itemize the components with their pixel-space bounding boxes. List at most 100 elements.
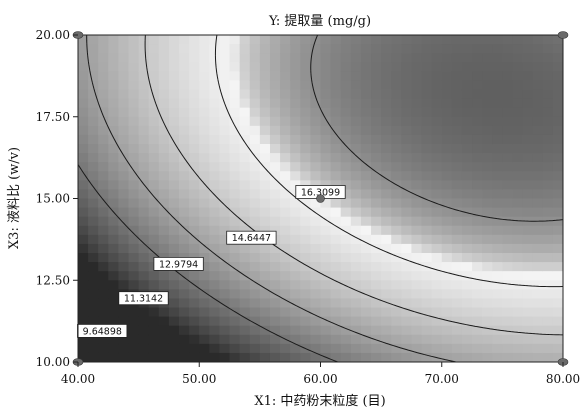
- heatmap-cell: [421, 334, 433, 345]
- heatmap-cell: [431, 35, 443, 45]
- heatmap-cell: [300, 116, 311, 127]
- heatmap-cell: [542, 53, 554, 63]
- heatmap-cell: [522, 243, 534, 254]
- heatmap-cell: [411, 216, 423, 227]
- heatmap-cell: [179, 307, 190, 318]
- heatmap-cell: [441, 207, 453, 218]
- heatmap-cell: [88, 171, 99, 181]
- heatmap-cell: [118, 125, 130, 136]
- heatmap-cell: [239, 62, 251, 72]
- heatmap-cell: [189, 134, 200, 145]
- heatmap-cell: [280, 71, 291, 82]
- heatmap-cell: [391, 80, 402, 91]
- y-tick-label: 17.50: [36, 110, 70, 124]
- heatmap-cell: [340, 271, 352, 281]
- heatmap-cell: [310, 125, 322, 136]
- heatmap-cell: [431, 80, 443, 91]
- heatmap-cell: [461, 153, 473, 163]
- heatmap-cell: [472, 144, 483, 154]
- heatmap-cell: [461, 271, 473, 281]
- heatmap-cell: [482, 180, 493, 191]
- heatmap-cell: [249, 325, 261, 336]
- heatmap-cell: [421, 280, 433, 290]
- heatmap-cell: [371, 216, 382, 227]
- heatmap-cell: [179, 280, 190, 290]
- heatmap-cell: [239, 243, 251, 254]
- heatmap-cell: [158, 53, 170, 63]
- heatmap-cell: [219, 253, 231, 263]
- heatmap-cell: [401, 198, 413, 209]
- heatmap-cell: [381, 298, 392, 309]
- heatmap-cell: [431, 134, 443, 145]
- heatmap-cell: [128, 144, 140, 154]
- heatmap-cell: [310, 253, 322, 263]
- heatmap-cell: [209, 289, 221, 300]
- heatmap-cell: [542, 98, 554, 109]
- heatmap-cell: [320, 162, 332, 172]
- heatmap-cell: [189, 316, 200, 327]
- y-tick-label: 20.00: [36, 28, 70, 42]
- heatmap-cell: [158, 44, 170, 54]
- heatmap-cell: [290, 116, 301, 127]
- heatmap-cell: [179, 107, 190, 118]
- heatmap-cell: [502, 62, 514, 72]
- heatmap-cell: [168, 343, 180, 354]
- heatmap-cell: [239, 253, 251, 263]
- heatmap-cell: [239, 53, 251, 63]
- heatmap-cell: [421, 307, 433, 318]
- heatmap-cell: [492, 89, 503, 100]
- heatmap-cell: [320, 71, 332, 82]
- heatmap-cell: [98, 352, 109, 362]
- heatmap-cell: [219, 180, 231, 191]
- heatmap-cell: [421, 35, 433, 45]
- heatmap-cell: [330, 153, 342, 163]
- heatmap-cell: [472, 107, 483, 118]
- heatmap-cell: [461, 198, 473, 209]
- y-tick-label: 12.50: [36, 273, 70, 287]
- heatmap-cell: [391, 352, 402, 362]
- heatmap-cell: [300, 271, 311, 281]
- heatmap-cell: [128, 62, 140, 72]
- heatmap-cell: [269, 334, 281, 345]
- heatmap-cell: [512, 207, 524, 218]
- heatmap-cell: [239, 289, 251, 300]
- heatmap-cell: [78, 144, 89, 154]
- heatmap-cell: [552, 316, 563, 327]
- contour-line: [86, 35, 457, 362]
- heatmap-cell: [148, 62, 160, 72]
- heatmap-cell: [502, 107, 514, 118]
- heatmap-cell: [209, 180, 221, 191]
- heatmap-cell: [542, 352, 554, 362]
- heatmap-cell: [340, 325, 352, 336]
- heatmap-cell: [219, 107, 231, 118]
- heatmap-cell: [371, 280, 382, 290]
- heatmap-cell: [350, 98, 362, 109]
- heatmap-cell: [199, 289, 210, 300]
- heatmap-cell: [219, 243, 231, 254]
- heatmap-cell: [411, 171, 423, 181]
- heatmap-cell: [310, 144, 322, 154]
- heatmap-cell: [88, 280, 99, 290]
- heatmap-cell: [138, 216, 150, 227]
- heatmap-cell: [421, 207, 433, 218]
- heatmap-cell: [229, 243, 241, 254]
- heatmap-cell: [199, 225, 210, 236]
- heatmap-cell: [451, 89, 463, 100]
- heatmap-cell: [108, 44, 120, 54]
- heatmap-cell: [229, 153, 241, 163]
- heatmap-cell: [78, 243, 89, 254]
- heatmap-cell: [300, 334, 311, 345]
- heatmap-cell: [472, 189, 483, 200]
- heatmap-cell: [158, 116, 170, 127]
- heatmap-cell: [482, 144, 493, 154]
- heatmap-cell: [179, 198, 190, 209]
- heatmap-cell: [411, 262, 423, 272]
- heatmap-cell: [300, 262, 311, 272]
- heatmap-cell: [371, 198, 382, 209]
- heatmap-cell: [209, 225, 221, 236]
- heatmap-cell: [391, 298, 402, 309]
- heatmap-cell: [492, 325, 503, 336]
- heatmap-cell: [158, 325, 170, 336]
- heatmap-cell: [502, 207, 514, 218]
- heatmap-cell: [128, 134, 140, 145]
